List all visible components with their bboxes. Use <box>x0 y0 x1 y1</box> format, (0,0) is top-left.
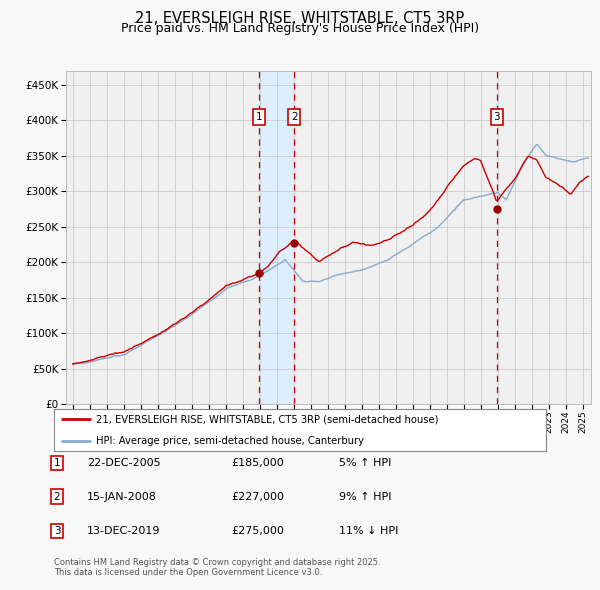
Text: 1: 1 <box>256 112 262 122</box>
Text: 21, EVERSLEIGH RISE, WHITSTABLE, CT5 3RP (semi-detached house): 21, EVERSLEIGH RISE, WHITSTABLE, CT5 3RP… <box>96 415 439 424</box>
Text: 3: 3 <box>493 112 500 122</box>
Text: 5% ↑ HPI: 5% ↑ HPI <box>339 458 391 468</box>
Text: 13-DEC-2019: 13-DEC-2019 <box>87 526 161 536</box>
Text: 11% ↓ HPI: 11% ↓ HPI <box>339 526 398 536</box>
Text: 22-DEC-2005: 22-DEC-2005 <box>87 458 161 468</box>
Text: 9% ↑ HPI: 9% ↑ HPI <box>339 492 391 502</box>
Text: Contains HM Land Registry data © Crown copyright and database right 2025.
This d: Contains HM Land Registry data © Crown c… <box>54 558 380 577</box>
Bar <box>259 71 295 404</box>
Text: 21, EVERSLEIGH RISE, WHITSTABLE, CT5 3RP: 21, EVERSLEIGH RISE, WHITSTABLE, CT5 3RP <box>136 11 464 25</box>
Text: 3: 3 <box>53 526 61 536</box>
Text: £275,000: £275,000 <box>231 526 284 536</box>
Text: HPI: Average price, semi-detached house, Canterbury: HPI: Average price, semi-detached house,… <box>96 436 364 445</box>
Text: £227,000: £227,000 <box>231 492 284 502</box>
Text: £185,000: £185,000 <box>231 458 284 468</box>
Text: 1: 1 <box>53 458 61 468</box>
Text: 2: 2 <box>53 492 61 502</box>
Text: Price paid vs. HM Land Registry's House Price Index (HPI): Price paid vs. HM Land Registry's House … <box>121 22 479 35</box>
Text: 2: 2 <box>291 112 298 122</box>
Text: 15-JAN-2008: 15-JAN-2008 <box>87 492 157 502</box>
